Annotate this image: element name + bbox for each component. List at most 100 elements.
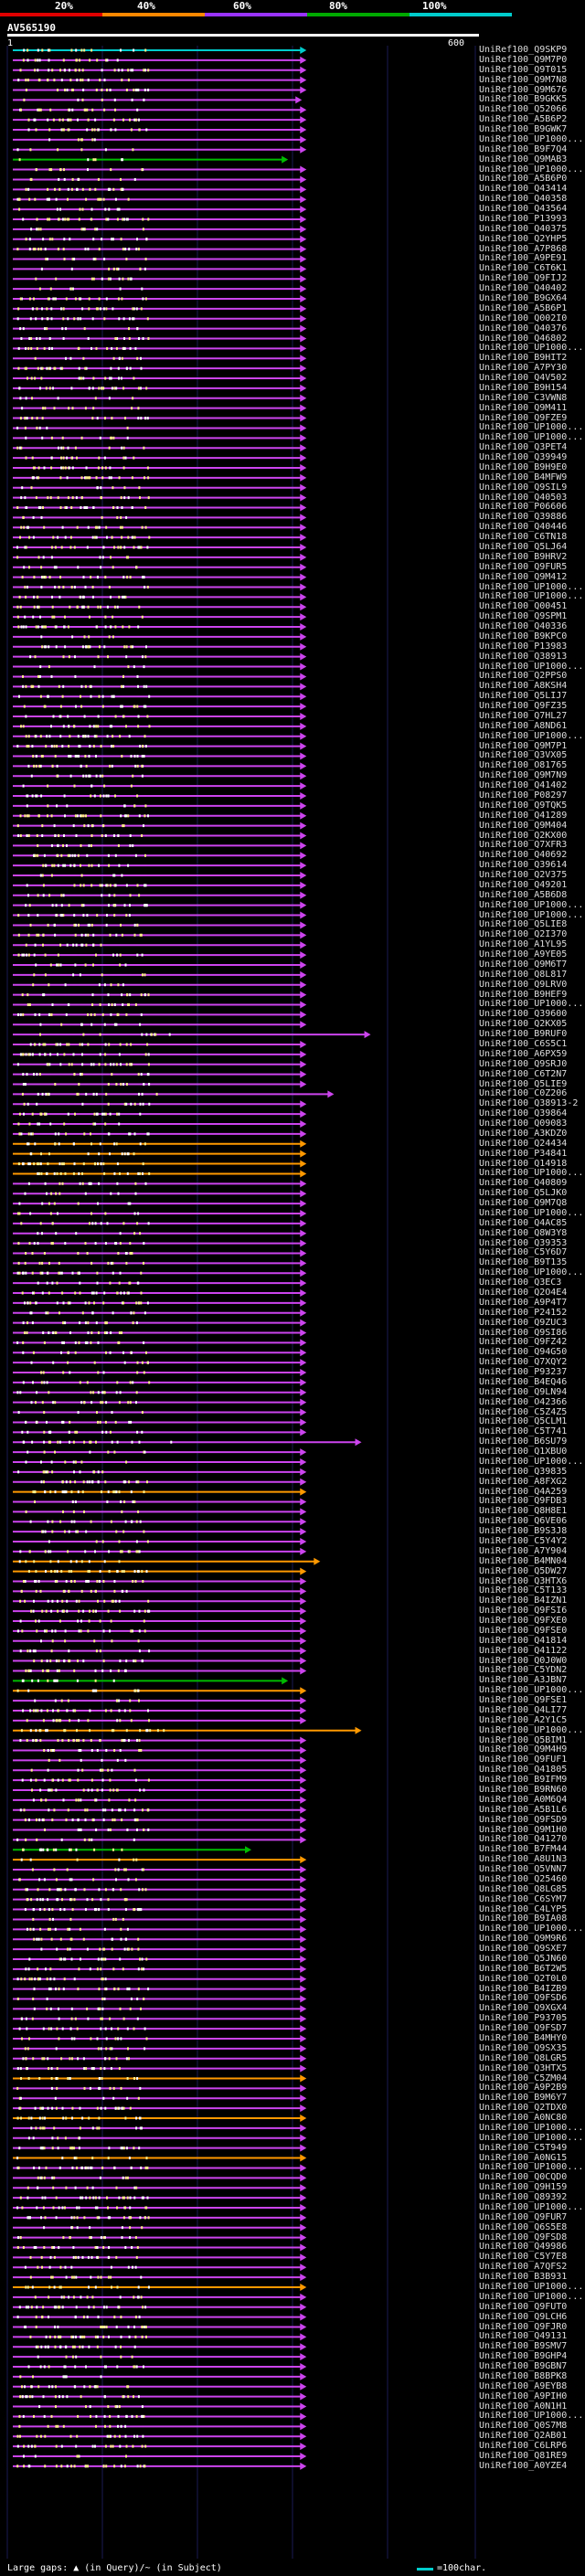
hit-label[interactable]: UniRef100_UP1000...	[479, 591, 584, 602]
hit-label[interactable]: UniRef100_Q9FSD9	[479, 1814, 568, 1825]
hit-label[interactable]: UniRef100_Q9M676	[479, 84, 568, 95]
hit-label[interactable]: UniRef100_Q0J0W0	[479, 1655, 568, 1666]
hit-label[interactable]: UniRef100_UP1000...	[479, 343, 584, 354]
hit-label[interactable]: UniRef100_Q38913	[479, 651, 568, 662]
hit-label[interactable]: UniRef100_B4IZB9	[479, 1983, 568, 1994]
hit-label[interactable]: UniRef100_B9RUF0	[479, 1029, 568, 1040]
hit-label[interactable]: UniRef100_A9EYB8	[479, 2380, 568, 2391]
hit-label[interactable]: UniRef100_UP1000...	[479, 1168, 584, 1179]
hit-label[interactable]: UniRef100_Q9LN94	[479, 1386, 568, 1397]
hit-label[interactable]: UniRef100_Q2V375	[479, 870, 568, 881]
hit-label[interactable]: UniRef100_B6T2W5	[479, 1963, 568, 1974]
hit-label[interactable]: UniRef100_Q38913-2	[479, 1098, 579, 1109]
hit-label[interactable]: UniRef100_Q9ZUC3	[479, 1317, 568, 1328]
hit-label[interactable]: UniRef100_O81765	[479, 760, 568, 771]
hit-label[interactable]: UniRef100_Q8H8E1	[479, 1506, 568, 1517]
hit-label[interactable]: UniRef100_UP1000...	[479, 1207, 584, 1218]
hit-label[interactable]: UniRef100_Q49986	[479, 2242, 568, 2253]
hit-label[interactable]: UniRef100_Q9M412	[479, 571, 568, 582]
hit-label[interactable]: UniRef100_B9H9E0	[479, 461, 568, 472]
hit-label[interactable]: UniRef100_UP1000...	[479, 2201, 584, 2212]
hit-label[interactable]: UniRef100_UP1000...	[479, 1924, 584, 1935]
hit-label[interactable]: UniRef100_Q9XGX4	[479, 2003, 568, 2014]
hit-label[interactable]: UniRef100_P13993	[479, 213, 568, 224]
hit-label[interactable]: UniRef100_Q9M9R6	[479, 1934, 568, 1945]
hit-label[interactable]: UniRef100_Q49201	[479, 879, 568, 890]
hit-label[interactable]: UniRef100_Q9SRJ0	[479, 1058, 568, 1069]
hit-label[interactable]: UniRef100_Q9M7Q8	[479, 1198, 568, 1209]
hit-label[interactable]: UniRef100_B9SMV7	[479, 2341, 568, 2352]
hit-label[interactable]: UniRef100_Q2TDX0	[479, 2103, 568, 2114]
hit-label[interactable]: UniRef100_Q5LJ64	[479, 542, 568, 552]
hit-label[interactable]: UniRef100_A7Y904	[479, 1545, 568, 1556]
hit-label[interactable]: UniRef100_Q8LG85	[479, 1883, 568, 1894]
hit-label[interactable]: UniRef100_B4MHY0	[479, 2033, 568, 2043]
hit-label[interactable]: UniRef100_Q41270	[479, 1834, 568, 1845]
hit-label[interactable]: UniRef100_P34841	[479, 1148, 568, 1159]
hit-label[interactable]: UniRef100_Q9MAB3	[479, 154, 568, 164]
hit-label[interactable]: UniRef100_C6T2N7	[479, 1068, 568, 1079]
hit-label[interactable]: UniRef100_A5B6P0	[479, 174, 568, 185]
hit-label[interactable]: UniRef100_B9RN60	[479, 1785, 568, 1795]
hit-label[interactable]: UniRef100_Q41814	[479, 1635, 568, 1646]
hit-label[interactable]: UniRef100_Q9FUR5	[479, 561, 568, 572]
hit-label[interactable]: UniRef100_C5YDN2	[479, 1665, 568, 1676]
hit-label[interactable]: UniRef100_Q9M7N8	[479, 74, 568, 85]
hit-label[interactable]: UniRef100_UP1000...	[479, 661, 584, 672]
hit-label[interactable]: UniRef100_O42366	[479, 1396, 568, 1407]
hit-label[interactable]: UniRef100_Q41289	[479, 810, 568, 821]
hit-label[interactable]: UniRef100_Q49131	[479, 2331, 568, 2342]
hit-label[interactable]: UniRef100_Q7XQY2	[479, 1357, 568, 1368]
hit-label[interactable]: UniRef100_Q40358	[479, 194, 568, 205]
hit-label[interactable]: UniRef100_Q9FIJ2	[479, 273, 568, 284]
hit-label[interactable]: UniRef100_Q9SI86	[479, 1327, 568, 1338]
hit-label[interactable]: UniRef100_Q9SX35	[479, 2042, 568, 2053]
hit-label[interactable]: UniRef100_C5T741	[479, 1426, 568, 1437]
hit-label[interactable]: UniRef100_UP1000...	[479, 2132, 584, 2143]
hit-label[interactable]: UniRef100_Q14918	[479, 1158, 568, 1169]
hit-label[interactable]: UniRef100_C0Z206	[479, 1088, 568, 1099]
hit-label[interactable]: UniRef100_A7P868	[479, 243, 568, 254]
hit-label[interactable]: UniRef100_Q9TQK5	[479, 800, 568, 811]
hit-label[interactable]: UniRef100_Q9FZ35	[479, 701, 568, 712]
hit-label[interactable]: UniRef100_Q40809	[479, 1178, 568, 1189]
hit-label[interactable]: UniRef100_Q4LI77	[479, 1704, 568, 1715]
hit-label[interactable]: UniRef100_Q1XBU0	[479, 1447, 568, 1458]
hit-label[interactable]: UniRef100_B4IZN1	[479, 1595, 568, 1606]
hit-label[interactable]: UniRef100_Q40503	[479, 492, 568, 503]
hit-label[interactable]: UniRef100_Q7HL27	[479, 710, 568, 721]
hit-label[interactable]: UniRef100_B8BPK8	[479, 2370, 568, 2381]
hit-label[interactable]: UniRef100_A7PY30	[479, 363, 568, 374]
hit-label[interactable]: UniRef100_C5Y4Y2	[479, 1536, 568, 1546]
hit-label[interactable]: UniRef100_UP1000...	[479, 2282, 584, 2292]
hit-label[interactable]: UniRef100_B9GX64	[479, 293, 568, 303]
hit-label[interactable]: UniRef100_UP1000...	[479, 899, 584, 910]
hit-label[interactable]: UniRef100_Q9M7P0	[479, 54, 568, 65]
hit-label[interactable]: UniRef100_A8KSH4	[479, 681, 568, 692]
hit-label[interactable]: UniRef100_UP1000...	[479, 909, 584, 920]
hit-label[interactable]: UniRef100_Q39600	[479, 1009, 568, 1020]
hit-label[interactable]: UniRef100_B6SU79	[479, 1436, 568, 1447]
hit-label[interactable]: UniRef100_A5B6P1	[479, 302, 568, 313]
hit-label[interactable]: UniRef100_Q9H159	[479, 2182, 568, 2193]
hit-label[interactable]: UniRef100_UP1000...	[479, 432, 584, 443]
hit-label[interactable]: UniRef100_Q9FSI6	[479, 1606, 568, 1617]
hit-label[interactable]: UniRef100_Q2T0L0	[479, 1973, 568, 1984]
hit-label[interactable]: UniRef100_A2Y1C5	[479, 1714, 568, 1725]
hit-label[interactable]: UniRef100_Q5DW27	[479, 1565, 568, 1576]
hit-label[interactable]: UniRef100_UP1000...	[479, 581, 584, 592]
hit-label[interactable]: UniRef100_P13983	[479, 641, 568, 652]
hit-label[interactable]: UniRef100_Q4AC85	[479, 1217, 568, 1228]
hit-label[interactable]: UniRef100_B9GHP4	[479, 2351, 568, 2362]
hit-label[interactable]: UniRef100_Q52066	[479, 104, 568, 115]
hit-label[interactable]: UniRef100_B9GKK5	[479, 94, 568, 105]
hit-label[interactable]: UniRef100_B9IFM9	[479, 1775, 568, 1786]
hit-label[interactable]: UniRef100_UP1000...	[479, 2411, 584, 2422]
hit-label[interactable]: UniRef100_Q5CLM1	[479, 1416, 568, 1427]
hit-label[interactable]: UniRef100_Q9SIL9	[479, 482, 568, 493]
hit-label[interactable]: UniRef100_Q9SKP9	[479, 45, 568, 55]
hit-label[interactable]: UniRef100_Q5LIE8	[479, 919, 568, 930]
hit-label[interactable]: UniRef100_Q40375	[479, 223, 568, 234]
hit-label[interactable]: UniRef100_Q5VNN7	[479, 1864, 568, 1875]
hit-label[interactable]: UniRef100_Q40402	[479, 283, 568, 294]
